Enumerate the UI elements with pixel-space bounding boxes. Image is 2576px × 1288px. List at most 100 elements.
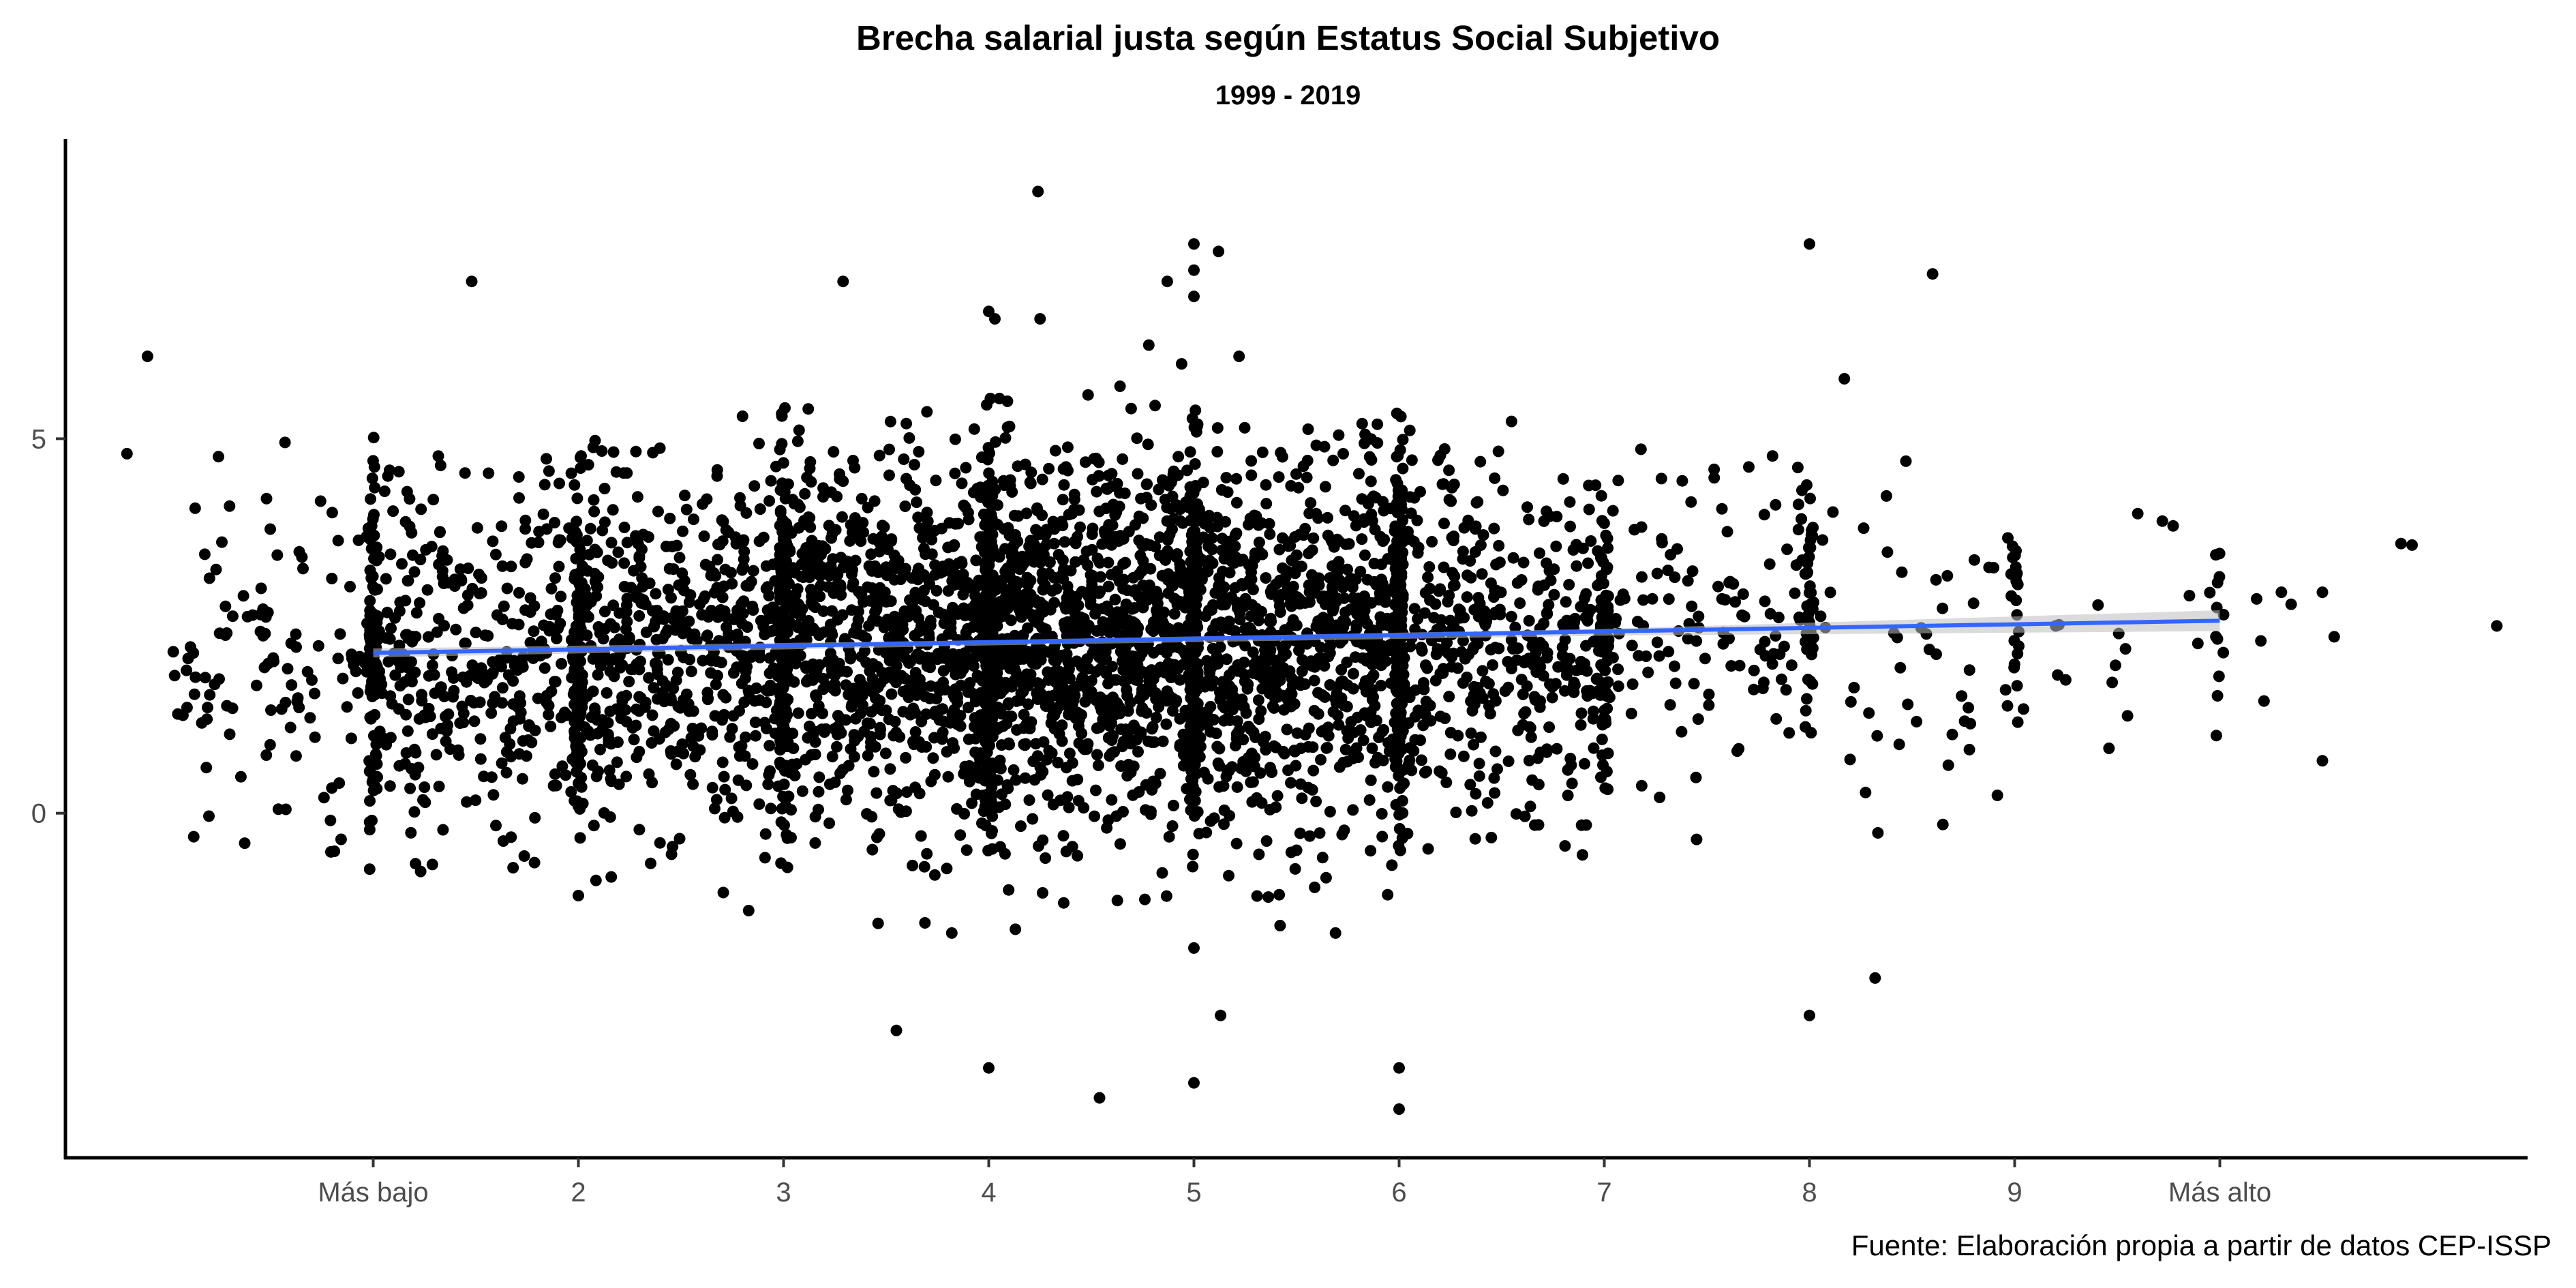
data-point (1327, 706, 1339, 718)
data-point (187, 830, 200, 843)
data-point (954, 829, 967, 841)
data-point (1562, 790, 1574, 802)
data-point (1339, 505, 1351, 517)
data-point (983, 559, 995, 571)
data-point (992, 701, 1004, 713)
data-point (1663, 593, 1675, 605)
data-point (1434, 710, 1446, 723)
data-point (1187, 860, 1199, 873)
data-point (1132, 468, 1144, 480)
data-point (1119, 488, 1131, 499)
data-point (1316, 852, 1329, 864)
data-point (1390, 798, 1402, 811)
data-point (1588, 742, 1600, 754)
data-point (549, 572, 561, 584)
data-point (578, 687, 590, 700)
data-point (1075, 611, 1087, 623)
data-point (1252, 669, 1264, 681)
data-point (2211, 633, 2224, 645)
data-point (687, 778, 699, 790)
data-point (836, 609, 849, 621)
data-point (1303, 507, 1316, 520)
data-point (652, 505, 664, 518)
data-point (949, 467, 961, 479)
data-point (741, 661, 753, 673)
data-point (732, 774, 744, 786)
data-point (960, 462, 972, 474)
data-point (1273, 543, 1286, 556)
data-point (725, 792, 738, 805)
data-point (952, 557, 965, 569)
data-point (834, 767, 846, 779)
data-point (408, 566, 421, 578)
data-point (1378, 505, 1390, 517)
data-point (909, 666, 922, 678)
data-point (1474, 539, 1487, 551)
data-point (709, 803, 721, 815)
data-point (1214, 641, 1226, 653)
data-point (1331, 533, 1344, 545)
data-point (763, 495, 776, 507)
data-point (1363, 794, 1376, 806)
data-point (1010, 774, 1022, 786)
data-point (496, 520, 508, 533)
data-point (401, 575, 414, 587)
data-point (1154, 768, 1166, 780)
data-point (1562, 764, 1574, 776)
data-point (1001, 395, 1014, 407)
data-point (618, 467, 630, 479)
data-point (367, 432, 380, 444)
data-point (605, 773, 617, 785)
data-point (271, 549, 284, 561)
data-point (719, 783, 731, 796)
data-point (1260, 498, 1273, 510)
data-point (386, 698, 398, 710)
data-point (809, 837, 821, 849)
data-point (1189, 404, 1202, 417)
data-point (1296, 792, 1308, 805)
data-point (1063, 708, 1074, 721)
data-point (496, 757, 508, 769)
data-point (1377, 496, 1389, 508)
data-point (459, 638, 472, 650)
data-point (188, 688, 200, 700)
data-point (1030, 658, 1042, 670)
data-point (731, 604, 744, 616)
data-point (1455, 646, 1468, 658)
data-point (748, 480, 761, 492)
data-point (1061, 441, 1074, 453)
data-point (1168, 593, 1181, 605)
data-point (1136, 565, 1148, 578)
data-point (618, 557, 631, 569)
data-point (804, 462, 816, 475)
data-point (997, 720, 1010, 732)
data-point (1037, 584, 1049, 596)
data-point (401, 485, 413, 498)
data-point (533, 526, 545, 538)
data-point (1583, 479, 1595, 492)
data-point (763, 740, 776, 752)
data-point (1025, 535, 1037, 547)
data-point (1140, 779, 1152, 791)
data-point (1438, 443, 1451, 455)
data-point (589, 702, 601, 715)
data-point (710, 655, 723, 668)
data-point (376, 687, 388, 700)
data-point (1124, 620, 1136, 632)
data-point (949, 568, 961, 580)
data-point (1349, 651, 1361, 663)
data-point (1156, 867, 1168, 879)
data-point (1379, 589, 1391, 601)
data-point (1490, 584, 1502, 597)
data-point (1517, 719, 1529, 731)
data-point (293, 702, 305, 714)
data-point (404, 520, 416, 533)
data-point (1087, 473, 1099, 485)
data-point (1194, 732, 1207, 744)
data-point (977, 531, 989, 543)
data-point (335, 833, 347, 845)
data-point (1194, 740, 1207, 753)
data-point (1507, 552, 1519, 564)
data-point (1239, 760, 1251, 773)
data-point (1290, 549, 1303, 561)
